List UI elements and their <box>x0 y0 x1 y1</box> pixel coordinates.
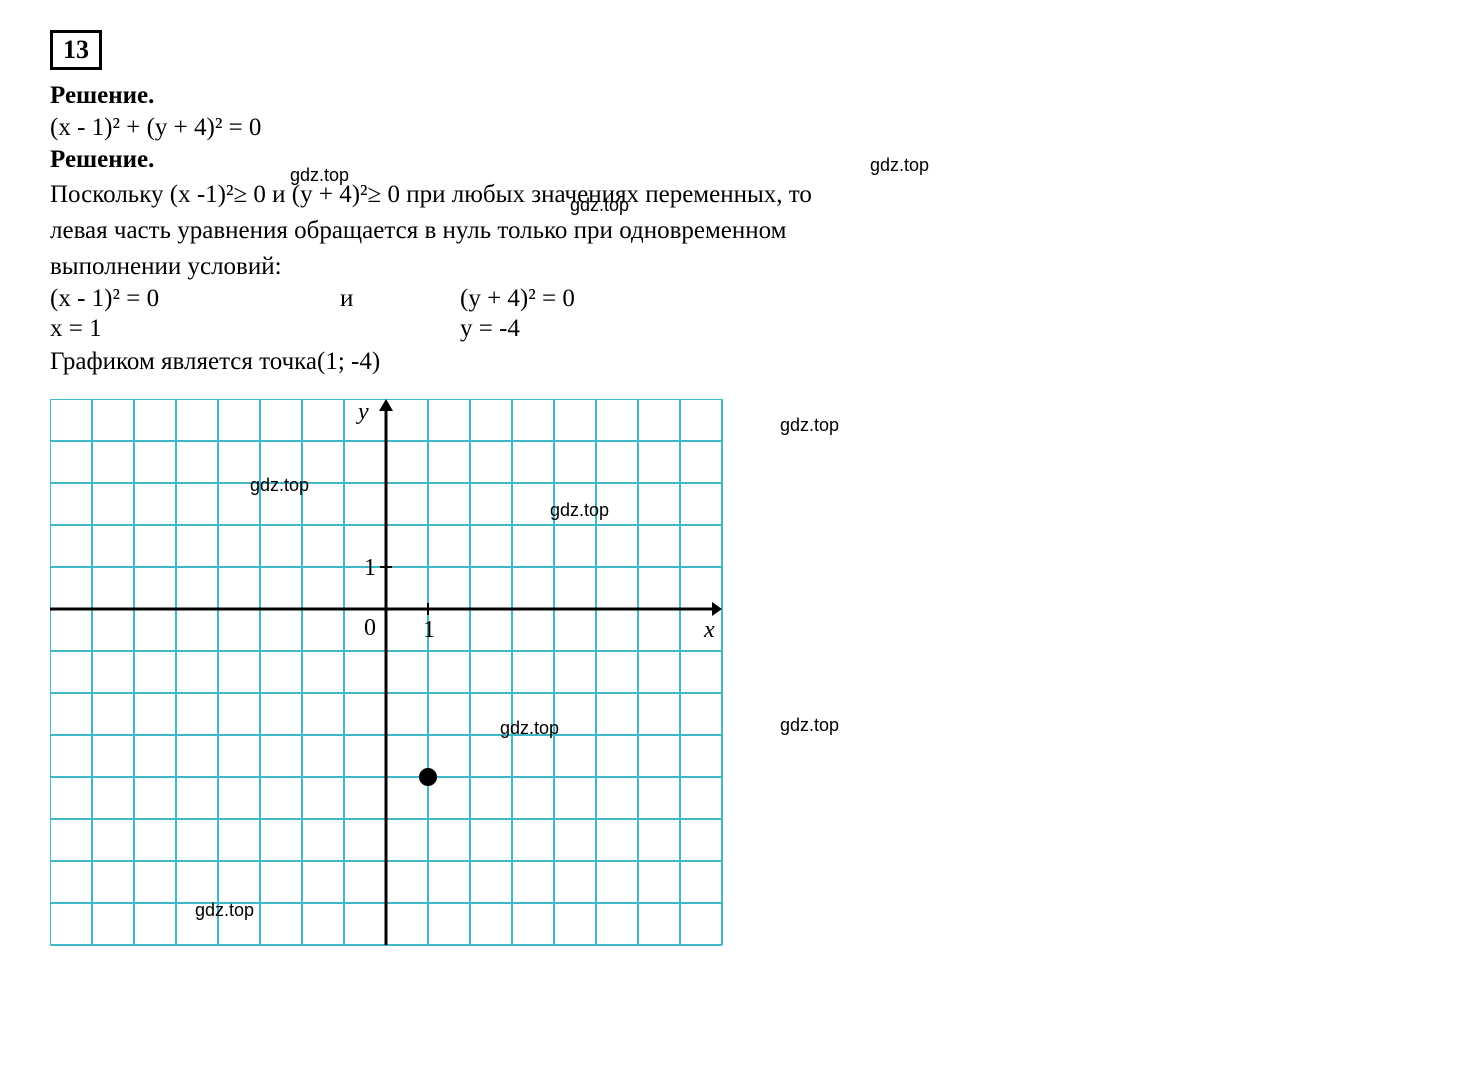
sol-right: y = -4 <box>460 315 1410 343</box>
svg-text:0: 0 <box>364 615 376 641</box>
cond-mid: и <box>340 285 460 313</box>
watermark: gdz.top <box>500 718 559 739</box>
watermark: gdz.top <box>780 415 839 436</box>
sol-mid-empty <box>340 315 460 343</box>
condition-row: (x - 1)² = 0 и (y + 4)² = 0 <box>50 285 1410 313</box>
explanation-line-3: выполнении условий: <box>50 250 1410 284</box>
problem-number: 13 <box>63 35 89 64</box>
svg-text:x: x <box>703 617 715 643</box>
svg-text:1: 1 <box>423 617 435 643</box>
svg-text:1: 1 <box>364 555 376 581</box>
cond-left: (x - 1)² = 0 <box>50 285 340 313</box>
problem-number-box: 13 <box>50 30 102 70</box>
watermark: gdz.top <box>290 165 349 186</box>
conclusion: Графиком является точка(1; -4) <box>50 345 1410 379</box>
coordinate-grid: y x 0 1 1 <box>50 399 730 959</box>
explanation-line-2: левая часть уравнения обращается в нуль … <box>50 214 1410 248</box>
watermark: gdz.top <box>570 195 629 216</box>
sol-left: x = 1 <box>50 315 340 343</box>
grid-container: y x 0 1 1 <box>50 399 730 959</box>
watermark: gdz.top <box>250 475 309 496</box>
heading-reshenie-2: Решение. <box>50 146 1410 174</box>
solution-row: x = 1 y = -4 <box>50 315 1410 343</box>
watermark: gdz.top <box>870 155 929 176</box>
cond-right: (y + 4)² = 0 <box>460 285 1410 313</box>
heading-reshenie-1: Решение. <box>50 82 1410 110</box>
watermark: gdz.top <box>195 900 254 921</box>
watermark: gdz.top <box>550 500 609 521</box>
svg-text:y: y <box>356 399 369 425</box>
watermark: gdz.top <box>780 715 839 736</box>
equation-main: (x - 1)² + (y + 4)² = 0 <box>50 114 1410 142</box>
explanation-line-1: Поскольку (x -1)²≥ 0 и (y + 4)²≥ 0 при л… <box>50 178 1410 212</box>
